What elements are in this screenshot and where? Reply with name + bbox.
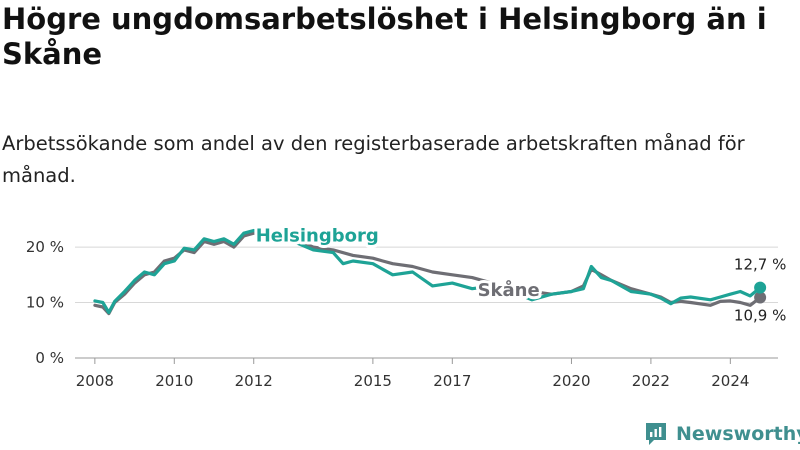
end-marker-helsingborg xyxy=(754,281,767,294)
gridlines xyxy=(75,246,778,359)
x-tick-label: 2022 xyxy=(632,372,670,390)
series-label-helsingborg: Helsingborg xyxy=(256,226,379,247)
series-labels: 10,9 % 12,7 % Skåne Helsingborg xyxy=(253,223,787,325)
brand-name: Newsworthy xyxy=(676,423,800,445)
x-tick-label: 2012 xyxy=(235,372,273,390)
newsworthy-logo-icon xyxy=(646,423,666,445)
x-tick-label: 2020 xyxy=(552,372,590,390)
x-tick-label: 2015 xyxy=(354,372,392,390)
x-tick-label: 2010 xyxy=(155,372,193,390)
x-tick-label: 2017 xyxy=(433,372,471,390)
series-label-skåne: Skåne xyxy=(478,279,540,301)
newsworthy-brand[interactable]: Newsworthy xyxy=(644,419,800,449)
chart-title: Högre ungdomsarbetslöshet i Helsingborg … xyxy=(2,2,767,71)
series-lines xyxy=(93,228,767,316)
y-tick-label: 10 % xyxy=(26,294,64,312)
x-tick-label: 2024 xyxy=(711,372,749,390)
y-tick-label: 20 % xyxy=(26,238,64,256)
x-axis: 2008 2010 2012 2015 2017 2020 2022 2024 xyxy=(76,358,749,390)
x-tick-label: 2008 xyxy=(76,372,114,390)
chart-subtitle: Arbetssökande som andel av den registerb… xyxy=(2,132,745,187)
y-tick-label: 0 % xyxy=(35,349,64,367)
end-label-skåne: 10,9 % xyxy=(734,307,786,325)
end-marker-skåne xyxy=(754,291,767,304)
end-label-helsingborg: 12,7 % xyxy=(734,256,786,274)
y-axis: 0 % 10 % 20 % xyxy=(26,238,64,367)
series-line-skåne xyxy=(93,231,762,316)
series-line-helsingborg xyxy=(93,228,762,315)
